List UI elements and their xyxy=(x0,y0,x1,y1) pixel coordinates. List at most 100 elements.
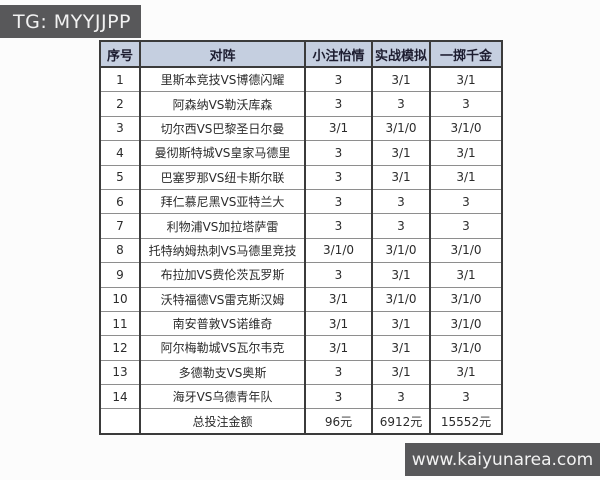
cell-index: 9 xyxy=(100,262,140,288)
cell-small-bet: 3 xyxy=(304,384,372,409)
cell-big-bet: 3 xyxy=(429,188,502,214)
cell-match: 沃特福德VS雷克斯汉姆 xyxy=(139,286,305,312)
cell-small-bet: 96元 xyxy=(304,408,372,434)
cell-index xyxy=(100,408,140,434)
cell-big-bet: 3 xyxy=(429,91,502,117)
cell-match: 布拉加VS费伦茨瓦罗斯 xyxy=(139,262,305,288)
table-row: 3 切尔西VS巴黎圣日尔曼 3/1 3/1/0 3/1/0 xyxy=(100,115,502,141)
col-header-simulation: 实战模拟 xyxy=(371,41,430,68)
cell-big-bet: 3/1 xyxy=(429,67,502,92)
cell-index: 10 xyxy=(100,286,140,312)
cell-simulation: 3/1 xyxy=(371,335,430,361)
telegram-handle: TG: MYYJJPP xyxy=(13,10,131,33)
cell-index: 3 xyxy=(100,115,140,141)
cell-simulation: 3 xyxy=(371,384,430,409)
cell-small-bet: 3/1 xyxy=(304,115,372,141)
cell-small-bet: 3 xyxy=(304,67,372,92)
table-row: 14 海牙VS乌德青年队 3 3 3 xyxy=(100,384,502,409)
cell-small-bet: 3 xyxy=(304,213,372,239)
table-row: 9 布拉加VS费伦茨瓦罗斯 3 3/1 3/1 xyxy=(100,262,502,288)
cell-small-bet: 3 xyxy=(304,262,372,288)
col-header-match: 对阵 xyxy=(139,41,305,68)
cell-small-bet: 3/1/0 xyxy=(304,237,372,263)
cell-index: 14 xyxy=(100,384,140,409)
cell-match: 切尔西VS巴黎圣日尔曼 xyxy=(139,115,305,141)
cell-index: 1 xyxy=(116,72,124,87)
cell-index: 11 xyxy=(100,310,140,336)
cell-simulation: 3 xyxy=(371,91,430,117)
cell-match: 巴塞罗那VS纽卡斯尔联 xyxy=(139,164,305,190)
website-badge: www.kaiyunarea.com xyxy=(405,443,600,476)
cell-simulation: 6912元 xyxy=(371,408,430,434)
table-row: 10 沃特福德VS雷克斯汉姆 3/1 3/1/0 3/1/0 xyxy=(100,286,502,312)
cell-match: 阿森纳VS勒沃库森 xyxy=(139,91,305,117)
cell-match: 多德勒支VS奥斯 xyxy=(139,359,305,385)
cell-big-bet: 3/1/0 xyxy=(429,310,502,336)
website-url: www.kaiyunarea.com xyxy=(411,449,594,470)
cell-index: 5 xyxy=(100,164,140,190)
cell-small-bet: 3 xyxy=(304,359,372,385)
cell-small-bet: 3 xyxy=(304,91,372,117)
cell-small-bet: 3 xyxy=(304,188,372,214)
cell-match: 海牙VS乌德青年队 xyxy=(139,384,305,409)
cell-index: 7 xyxy=(100,213,140,239)
cell-match: 总投注金额 xyxy=(139,408,305,434)
cell-index: 6 xyxy=(100,188,140,214)
table-row: 4 曼彻斯特城VS皇家马德里 3 3/1 3/1 xyxy=(100,140,502,166)
table-row: 11 南安普敦VS诺维奇 3/1 3/1 3/1/0 xyxy=(100,310,502,336)
cell-big-bet: 3/1 xyxy=(429,262,502,288)
col-header-big-bet: 一掷千金 xyxy=(429,41,502,68)
cell-simulation: 3/1 xyxy=(371,67,430,92)
cell-simulation: 3 xyxy=(371,213,430,239)
header-row: 序号 对阵 小注怡情 实战模拟 一掷千金 xyxy=(100,41,502,68)
cell-big-bet: 3/1/0 xyxy=(429,237,502,263)
cell-simulation: 3/1/0 xyxy=(371,237,430,263)
cell-simulation: 3/1 xyxy=(371,164,430,190)
table-row: 13 多德勒支VS奥斯 3 3/1 3/1 xyxy=(100,359,502,385)
table-row: 1 里斯本竞技VS博德闪耀 3 3/1 3/1 xyxy=(100,67,502,92)
cell-simulation: 3/1/0 xyxy=(371,286,430,312)
cell-big-bet: 3/1 xyxy=(429,164,502,190)
table-row: 5 巴塞罗那VS纽卡斯尔联 3 3/1 3/1 xyxy=(100,164,502,190)
cell-big-bet: 3/1 xyxy=(429,140,502,166)
telegram-badge: TG: MYYJJPP xyxy=(0,5,141,38)
cell-big-bet: 15552元 xyxy=(429,408,502,434)
cell-index: 8 xyxy=(100,237,140,263)
cell-simulation: 3/1 xyxy=(371,262,430,288)
cell-index: 12 xyxy=(100,335,140,361)
table-row: 2 阿森纳VS勒沃库森 3 3 3 xyxy=(100,91,502,117)
table-body: 1 里斯本竞技VS博德闪耀 3 3/1 3/1 2 阿森纳VS勒沃库森 3 3 3 3 切尔西VS巴黎… xyxy=(100,67,502,434)
cell-simulation: 3/1 xyxy=(371,359,430,385)
cell-simulation: 3/1 xyxy=(371,140,430,166)
cell-match: 拜仁慕尼黑VS亚特兰大 xyxy=(139,188,305,214)
table-row: 12 阿尔梅勒城VS瓦尔韦克 3/1 3/1 3/1/0 xyxy=(100,335,502,361)
cell-big-bet: 3 xyxy=(429,213,502,239)
cell-match: 南安普敦VS诺维奇 xyxy=(139,310,305,336)
cell-small-bet: 3/1 xyxy=(304,335,372,361)
cell-match: 托特纳姆热刺VS马德里竞技 xyxy=(139,237,305,263)
cell-big-bet: 3/1 xyxy=(429,359,502,385)
cell-small-bet: 3 xyxy=(304,140,372,166)
betting-table: 序号 对阵 小注怡情 实战模拟 一掷千金 1 里斯本竞技VS博德闪耀 3 3/1 3/1… xyxy=(99,40,503,435)
cell-index: 2 xyxy=(100,91,140,117)
cell-match: 利物浦VS加拉塔萨雷 xyxy=(139,213,305,239)
cell-match: 里斯本竞技VS博德闪耀 xyxy=(139,67,305,92)
cell-match: 曼彻斯特城VS皇家马德里 xyxy=(139,140,305,166)
cell-small-bet: 3/1 xyxy=(304,286,372,312)
cell-index: 4 xyxy=(100,140,140,166)
total-row: 总投注金额 96元 6912元 15552元 xyxy=(100,408,502,434)
cell-small-bet: 3 xyxy=(304,164,372,190)
table-row: 6 拜仁慕尼黑VS亚特兰大 3 3 3 xyxy=(100,188,502,214)
cell-simulation: 3/1 xyxy=(371,310,430,336)
cell-match: 阿尔梅勒城VS瓦尔韦克 xyxy=(139,335,305,361)
cell-big-bet: 3/1/0 xyxy=(429,335,502,361)
cell-index: 13 xyxy=(100,359,140,385)
table-row: 7 利物浦VS加拉塔萨雷 3 3 3 xyxy=(100,213,502,239)
table-row: 8 托特纳姆热刺VS马德里竞技 3/1/0 3/1/0 3/1/0 xyxy=(100,237,502,263)
cell-big-bet: 3/1/0 xyxy=(429,115,502,141)
cell-simulation: 3/1/0 xyxy=(371,115,430,141)
col-header-index: 序号 xyxy=(100,41,140,68)
cell-big-bet: 3/1/0 xyxy=(429,286,502,312)
col-header-small-bet: 小注怡情 xyxy=(304,41,372,68)
